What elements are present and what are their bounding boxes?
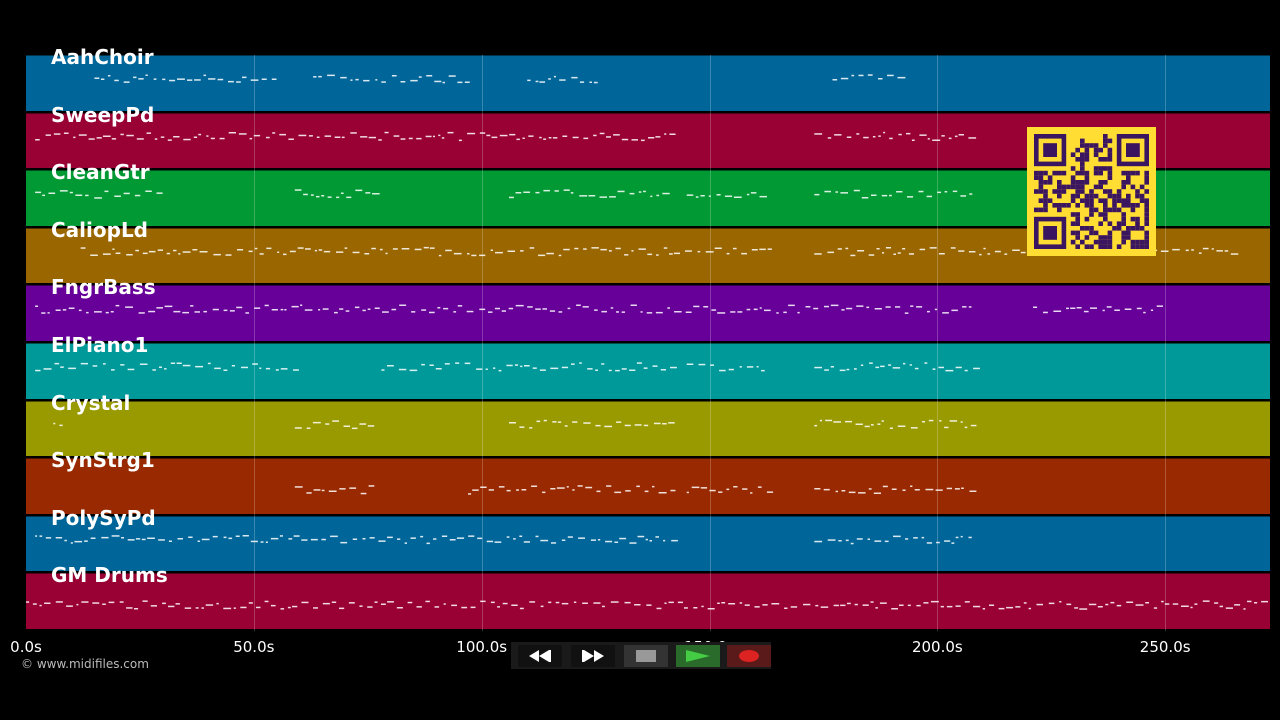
record-button[interactable] (727, 645, 771, 667)
tick-label: 100.0s (456, 638, 508, 656)
track-lane: ElPiano1 (26, 333, 1270, 399)
track-lane: GM Drums (26, 563, 1270, 629)
rewind-button[interactable] (518, 645, 562, 667)
fast-forward-button[interactable] (571, 645, 615, 667)
copyright-text: © www.midifiles.com (21, 657, 149, 671)
track-lane: AahChoir (26, 45, 1270, 111)
track-lane: SynStrg1 (26, 448, 1270, 514)
track-lanes: AahChoir SweepPd CleanGtr CaliopLd FngrBass E… (26, 45, 1270, 631)
track-lane: FngrBass (26, 275, 1270, 341)
record-icon (739, 650, 759, 662)
tick-label: 50.0s (233, 638, 275, 656)
track-label: AahChoir (51, 45, 154, 69)
track-label: CleanGtr (51, 160, 150, 185)
stop-icon (636, 650, 656, 662)
track-label: PolySyPd (51, 505, 156, 530)
track-label: SynStrg1 (51, 448, 155, 473)
play-icon (686, 650, 710, 662)
qr-code-icon (1027, 127, 1156, 256)
track-label: Crystal (51, 390, 131, 415)
play-button[interactable] (676, 645, 720, 667)
track-label: ElPiano1 (51, 333, 149, 357)
track-label: GM Drums (51, 563, 168, 588)
transport-controls (511, 642, 771, 669)
track-label: FngrBass (51, 275, 156, 300)
track-lane: Crystal (26, 391, 1270, 457)
tick-label: 250.0s (1139, 638, 1191, 656)
track-label: SweepPd (51, 102, 155, 127)
tick-label: 0.0s (10, 638, 42, 656)
fast-forward-icon (582, 650, 604, 662)
stop-button[interactable] (624, 645, 668, 667)
rewind-icon (529, 650, 551, 662)
tick-label: 200.0s (911, 638, 963, 656)
track-label: CaliopLd (51, 217, 149, 242)
track-lane: PolySyPd (26, 506, 1270, 572)
